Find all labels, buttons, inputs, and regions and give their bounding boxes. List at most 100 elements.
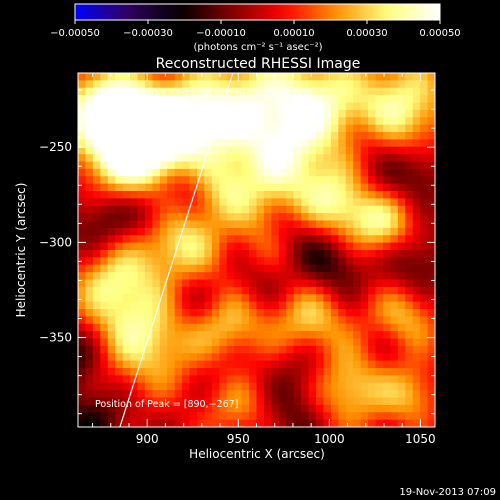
heatmap-cell — [345, 220, 354, 229]
heatmap-cell — [249, 316, 258, 325]
heatmap-cell — [189, 309, 198, 317]
heatmap-cell — [382, 242, 391, 251]
heatmap-cell — [174, 316, 183, 325]
heatmap-cell — [204, 250, 213, 258]
heatmap-cell — [353, 124, 362, 133]
heatmap-cell — [189, 294, 198, 303]
heatmap-cell — [338, 331, 347, 340]
heatmap-cell — [301, 102, 310, 111]
heatmap-cell — [256, 382, 265, 391]
heatmap-cell — [204, 279, 213, 288]
heatmap-cell — [427, 213, 435, 222]
heatmap-cell — [375, 176, 384, 185]
heatmap-cell — [204, 132, 213, 140]
heatmap-cell — [234, 132, 243, 140]
heatmap-cell — [293, 338, 302, 347]
heatmap-cell — [137, 73, 146, 81]
heatmap-cell — [330, 279, 339, 288]
heatmap-cell — [152, 294, 161, 303]
heatmap-cell — [323, 154, 332, 163]
heatmap-cell — [427, 264, 435, 273]
heatmap-cell — [174, 419, 183, 427]
heatmap-cell — [204, 242, 213, 251]
heatmap-cell — [256, 168, 265, 177]
heatmap-cell — [256, 316, 265, 325]
heatmap-cell — [159, 213, 168, 222]
heatmap-cell — [85, 345, 94, 354]
heatmap-cell — [397, 87, 406, 96]
heatmap-cell — [323, 279, 332, 288]
heatmap-cell — [137, 109, 146, 118]
heatmap-cell — [219, 117, 228, 126]
heatmap-cell — [405, 353, 414, 362]
heatmap-cell — [412, 419, 421, 427]
heatmap-cell — [316, 375, 325, 384]
heatmap-cell — [197, 213, 206, 222]
heatmap-cell — [100, 191, 109, 199]
heatmap-cell — [241, 168, 250, 177]
heatmap-cell — [85, 80, 94, 89]
heatmap-cell — [226, 183, 235, 192]
heatmap-cell — [271, 220, 280, 229]
heatmap-cell — [420, 331, 429, 340]
heatmap-cell — [182, 345, 191, 354]
heatmap-cell — [301, 154, 310, 163]
heatmap-cell — [353, 80, 362, 89]
heatmap-cell — [226, 375, 235, 384]
heatmap-cell — [301, 117, 310, 126]
heatmap-cell — [308, 87, 317, 96]
heatmap-cell — [174, 338, 183, 347]
heatmap-cell — [345, 419, 354, 427]
heatmap-cell — [286, 397, 295, 406]
heatmap-cell — [78, 183, 87, 192]
heatmap-cell — [278, 95, 287, 104]
heatmap-cell — [368, 419, 377, 427]
heatmap-cell — [420, 168, 429, 177]
heatmap-cell — [167, 309, 176, 317]
heatmap-cell — [301, 161, 310, 170]
heatmap-cell — [353, 87, 362, 96]
heatmap-cell — [115, 139, 124, 148]
heatmap-cell — [85, 132, 94, 140]
heatmap-cell — [159, 132, 168, 140]
heatmap-cell — [271, 404, 280, 413]
heatmap-cell — [345, 353, 354, 362]
heatmap-cell — [301, 168, 310, 177]
heatmap-cell — [353, 139, 362, 148]
heatmap-cell — [360, 191, 369, 199]
heatmap-cell — [189, 87, 198, 96]
heatmap-cell — [78, 117, 87, 126]
heatmap-cell — [271, 390, 280, 399]
heatmap-cell — [323, 213, 332, 222]
heatmap-cell — [278, 154, 287, 163]
heatmap-cell — [345, 397, 354, 406]
heatmap-cell — [78, 368, 87, 376]
heatmap-cell — [130, 375, 139, 384]
heatmap-cell — [182, 316, 191, 325]
heatmap-cell — [420, 301, 429, 310]
heatmap-cell — [323, 404, 332, 413]
heatmap-cell — [211, 323, 220, 332]
heatmap-cell — [316, 264, 325, 273]
heatmap-cell — [130, 242, 139, 251]
heatmap-cell — [420, 390, 429, 399]
heatmap-cell — [182, 404, 191, 413]
heatmap-cell — [197, 345, 206, 354]
heatmap-cell — [360, 161, 369, 170]
heatmap-cell — [368, 250, 377, 258]
heatmap-cell — [338, 132, 347, 140]
heatmap-cell — [368, 80, 377, 89]
heatmap-cell — [85, 294, 94, 303]
heatmap-cell — [278, 345, 287, 354]
heatmap-cell — [263, 382, 272, 391]
heatmap-cell — [412, 146, 421, 155]
heatmap-cell — [211, 154, 220, 163]
heatmap-cell — [92, 154, 101, 163]
heatmap-cell — [390, 353, 399, 362]
heatmap-cell — [197, 95, 206, 104]
heatmap-cell — [405, 176, 414, 185]
heatmap-cell — [204, 301, 213, 310]
heatmap-cell — [286, 382, 295, 391]
heatmap-cell — [197, 161, 206, 170]
heatmap-cell — [271, 227, 280, 236]
